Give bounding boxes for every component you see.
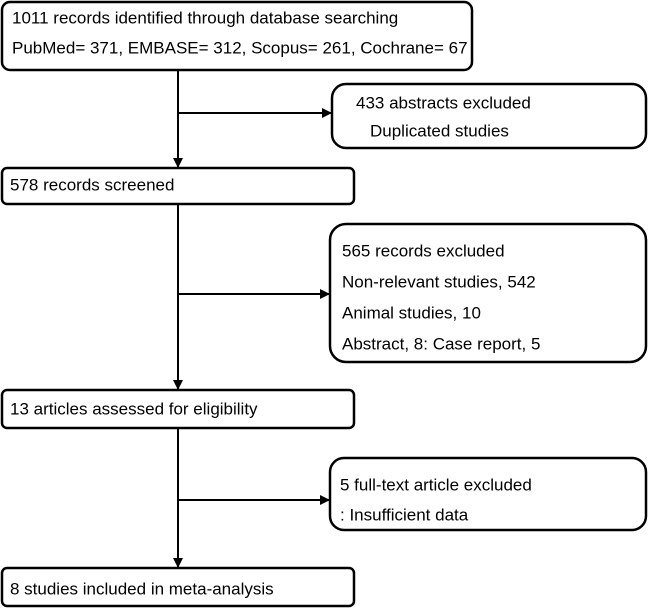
node-text: Non-relevant studies, 542: [342, 272, 536, 291]
node-text: 13 articles assessed for eligibility: [10, 399, 258, 418]
node-text: 433 abstracts excluded: [356, 93, 531, 112]
box: [330, 82, 648, 150]
node-text: Duplicated studies: [370, 121, 509, 140]
box: [328, 222, 648, 364]
node-text: 5 full-text article excluded: [340, 475, 532, 494]
box: [0, 166, 356, 206]
node-text: : Insufficient data: [340, 505, 469, 524]
node-text: 565 records excluded: [342, 241, 505, 260]
node-text: PubMed= 371, EMBASE= 312, Scopus= 261, C…: [12, 38, 468, 57]
node-text: Abstract, 8: Case report, 5: [342, 334, 540, 353]
node-text: 8 studies included in meta-analysis: [10, 579, 274, 598]
node-text: 578 records screened: [10, 175, 174, 194]
node-text: Animal studies, 10: [342, 303, 481, 322]
box: [328, 456, 648, 532]
node-text: 1011 records identified through database…: [12, 8, 398, 27]
box: [0, 566, 356, 608]
box: [0, 388, 356, 430]
box: [0, 0, 474, 72]
